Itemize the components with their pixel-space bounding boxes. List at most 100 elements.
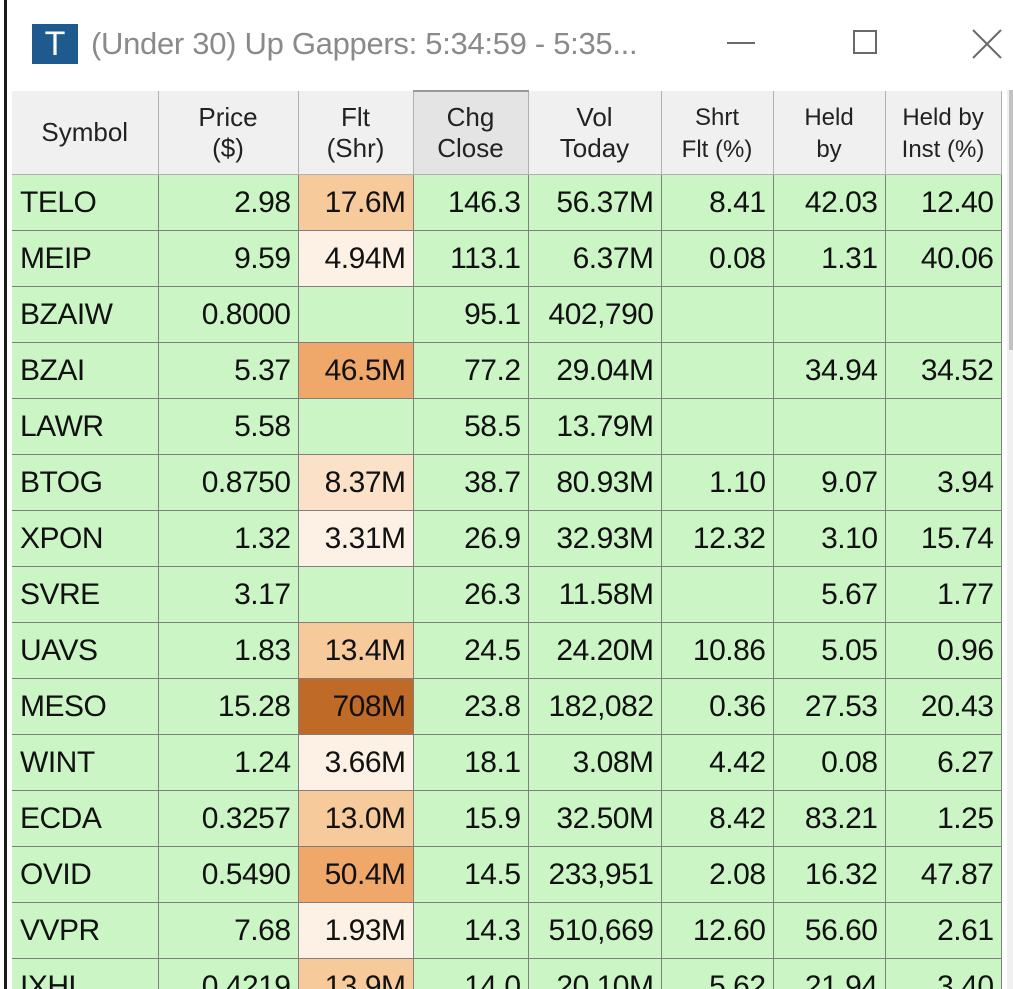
cell-held-by-inst — [885, 286, 1002, 343]
cell-short-float: 1.10 — [661, 454, 774, 511]
cell-short-float: 8.42 — [661, 790, 774, 847]
cell-held-by-inst: 40.06 — [885, 230, 1002, 287]
window-title: (Under 30) Up Gappers: 5:34:59 - 5:35... — [91, 26, 638, 61]
header-sublabel: Close — [437, 133, 504, 163]
header-sublabel: Today — [559, 132, 630, 163]
cell-short-float — [661, 286, 774, 343]
cell-float: 13.9M — [298, 958, 414, 989]
table-row[interactable]: LAWR 5.58 58.5 13.79M — [12, 398, 1002, 455]
results-table: Symbol Price ($) Flt (Shr) Chg Close Vol Tod… — [12, 90, 1002, 989]
close-button[interactable] — [957, 18, 1013, 68]
cell-change-close: 23.8 — [413, 678, 529, 735]
cell-change-close: 18.1 — [413, 734, 529, 791]
cell-held-by: 3.10 — [773, 510, 886, 567]
cell-held-by-inst: 1.77 — [885, 566, 1002, 623]
column-header-held-by[interactable]: Held by — [773, 91, 886, 175]
cell-short-float — [661, 566, 774, 623]
column-header-symbol[interactable]: Symbol — [12, 91, 159, 175]
cell-held-by-inst: 12.40 — [885, 174, 1002, 231]
cell-short-float: 12.32 — [661, 510, 774, 567]
table-row[interactable]: MEIP 9.59 4.94M 113.1 6.37M 0.08 1.31 40.06 — [12, 230, 1002, 287]
scrollbar-thumb[interactable] — [1009, 90, 1013, 350]
cell-short-float: 12.60 — [661, 902, 774, 959]
cell-volume-today: 24.20M — [528, 622, 662, 679]
header-label: Held by — [902, 103, 984, 131]
header-sublabel: Flt (%) — [681, 135, 753, 163]
cell-short-float: 0.36 — [661, 678, 774, 735]
cell-symbol: XPON — [12, 510, 159, 567]
cell-symbol: UAVS — [12, 622, 159, 679]
table-row[interactable]: BTOG 0.8750 8.37M 38.7 80.93M 1.10 9.07 3.94 — [12, 454, 1002, 511]
cell-held-by-inst: 2.61 — [885, 902, 1002, 959]
cell-float: 8.37M — [298, 454, 414, 511]
minimize-icon — [727, 42, 755, 44]
cell-float: 17.6M — [298, 174, 414, 231]
header-sublabel: Inst (%) — [901, 135, 985, 163]
table-row[interactable]: OVID 0.5490 50.4M 14.5 233,951 2.08 16.32 47.87 — [12, 846, 1002, 903]
column-header-short-float[interactable]: Shrt Flt (%) — [661, 91, 774, 175]
cell-float: 3.66M — [298, 734, 414, 791]
column-header-price[interactable]: Price ($) — [158, 91, 299, 175]
header-label: Chg — [446, 102, 495, 132]
cell-float: 1.93M — [298, 902, 414, 959]
cell-short-float: 4.42 — [661, 734, 774, 791]
cell-price: 0.8000 — [158, 286, 299, 343]
header-label: Price — [198, 101, 258, 132]
cell-price: 5.58 — [158, 398, 299, 455]
table-row[interactable]: BZAI 5.37 46.5M 77.2 29.04M 34.94 34.52 — [12, 342, 1002, 399]
header-label: Vol — [576, 101, 613, 132]
column-header-volume-today[interactable]: Vol Today — [528, 91, 662, 175]
table-row[interactable]: VVPR 7.68 1.93M 14.3 510,669 12.60 56.60 2.61 — [12, 902, 1002, 959]
cell-price: 0.3257 — [158, 790, 299, 847]
table-row[interactable]: SVRE 3.17 26.3 11.58M 5.67 1.77 — [12, 566, 1002, 623]
header-label: Shrt — [694, 103, 739, 131]
header-label: Held — [804, 103, 854, 131]
cell-volume-today: 32.50M — [528, 790, 662, 847]
maximize-button[interactable] — [835, 18, 895, 68]
vertical-scrollbar[interactable] — [1007, 90, 1013, 989]
column-header-held-by-inst[interactable]: Held by Inst (%) — [885, 91, 1002, 175]
cell-held-by-inst: 20.43 — [885, 678, 1002, 735]
column-header-float[interactable]: Flt (Shr) — [298, 91, 414, 175]
table-row[interactable]: WINT 1.24 3.66M 18.1 3.08M 4.42 0.08 6.27 — [12, 734, 1002, 791]
cell-float: 13.0M — [298, 790, 414, 847]
cell-volume-today: 20.10M — [528, 958, 662, 989]
table-row[interactable]: BZAIW 0.8000 95.1 402,790 — [12, 286, 1002, 343]
cell-held-by: 27.53 — [773, 678, 886, 735]
cell-symbol: BTOG — [12, 454, 159, 511]
title-bar[interactable]: T (Under 30) Up Gappers: 5:34:59 - 5:35.… — [7, 0, 1013, 86]
column-header-change-close[interactable]: Chg Close — [413, 90, 529, 175]
cell-held-by: 34.94 — [773, 342, 886, 399]
cell-change-close: 113.1 — [413, 230, 529, 287]
cell-held-by: 83.21 — [773, 790, 886, 847]
cell-change-close: 38.7 — [413, 454, 529, 511]
cell-float: 50.4M — [298, 846, 414, 903]
cell-price: 0.8750 — [158, 454, 299, 511]
cell-short-float: 10.86 — [661, 622, 774, 679]
cell-change-close: 14.3 — [413, 902, 529, 959]
cell-price: 15.28 — [158, 678, 299, 735]
minimize-button[interactable] — [711, 18, 771, 68]
cell-price: 9.59 — [158, 230, 299, 287]
table-row[interactable]: MESO 15.28 708M 23.8 182,082 0.36 27.53 20.43 — [12, 678, 1002, 735]
cell-held-by: 42.03 — [773, 174, 886, 231]
cell-volume-today: 80.93M — [528, 454, 662, 511]
table-row[interactable]: UAVS 1.83 13.4M 24.5 24.20M 10.86 5.05 0.96 — [12, 622, 1002, 679]
table-row[interactable]: ECDA 0.3257 13.0M 15.9 32.50M 8.42 83.21 1.25 — [12, 790, 1002, 847]
cell-change-close: 146.3 — [413, 174, 529, 231]
cell-volume-today: 56.37M — [528, 174, 662, 231]
header-label: Symbol — [41, 117, 129, 147]
alert-window: T (Under 30) Up Gappers: 5:34:59 - 5:35.… — [4, 0, 1013, 989]
cell-float — [298, 398, 414, 455]
cell-short-float — [661, 398, 774, 455]
cell-held-by-inst: 34.52 — [885, 342, 1002, 399]
cell-held-by: 5.05 — [773, 622, 886, 679]
table-row[interactable]: IXHL 0.4219 13.9M 14.0 20.10M 5.62 21.94 3.40 — [12, 958, 1002, 989]
cell-change-close: 26.3 — [413, 566, 529, 623]
cell-held-by: 5.67 — [773, 566, 886, 623]
cell-float: 13.4M — [298, 622, 414, 679]
cell-change-close: 14.5 — [413, 846, 529, 903]
table-row[interactable]: XPON 1.32 3.31M 26.9 32.93M 12.32 3.10 15.74 — [12, 510, 1002, 567]
cell-symbol: IXHL — [12, 958, 159, 989]
table-row[interactable]: TELO 2.98 17.6M 146.3 56.37M 8.41 42.03 12.40 — [12, 174, 1002, 231]
